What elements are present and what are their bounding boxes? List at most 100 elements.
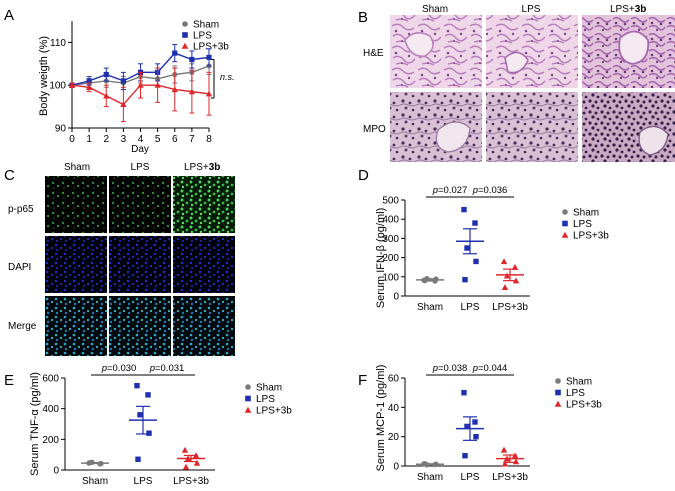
if-row-merge: Merge	[8, 321, 37, 332]
data-point	[501, 284, 509, 291]
data-point	[135, 456, 141, 462]
chart-a-xlabel: Day	[131, 144, 149, 155]
y-tick-label: 0	[53, 466, 59, 477]
legend-marker-1	[555, 389, 561, 396]
y-tick-label: 20	[388, 432, 400, 443]
p-value-symbol: p	[101, 363, 107, 374]
data-point	[103, 92, 110, 99]
data-point	[188, 88, 195, 95]
y-tick-label: 110	[50, 38, 66, 49]
x-tick-label: 6	[172, 134, 178, 145]
mpo-lps3b-space	[638, 125, 669, 156]
y-tick-label: 500	[382, 196, 399, 207]
legend-marker-1	[245, 395, 251, 402]
legend-label-2: LPS+3b	[573, 231, 609, 242]
histo-col-lps3b-suffix: 3b	[635, 4, 647, 15]
if-row-p65: p-p65	[8, 204, 34, 215]
x-category-label: Sham	[417, 472, 443, 483]
data-point	[120, 78, 126, 84]
mpo-sham-space	[435, 121, 471, 153]
chart-d-ylabel: Serum IFN-β (pg/ml)	[375, 208, 387, 308]
y-tick-label: 60	[388, 374, 400, 385]
y-tick-label: 400	[382, 215, 399, 226]
data-point	[500, 258, 508, 265]
data-point	[120, 101, 127, 108]
data-point	[189, 56, 195, 63]
data-point	[464, 245, 470, 251]
y-tick-label: 400	[42, 404, 59, 415]
x-category-label: Sham	[417, 302, 443, 313]
data-point	[461, 206, 467, 213]
chart-e-ylabel: Serum TNF-α (pg/ml)	[29, 372, 41, 476]
if-col-lps3b-suffix: 3b	[209, 162, 221, 173]
p-value-number: =0.031	[155, 363, 184, 374]
legend-label-2: LPS+3b	[193, 42, 229, 53]
data-point	[462, 276, 468, 283]
legend-marker-1	[562, 220, 568, 227]
p-value-symbol: p	[149, 363, 155, 374]
he-lps-airway	[504, 51, 529, 74]
immunofluorescence-panel: Sham LPS LPS+3b p-p65 DAPI Merge	[8, 162, 235, 356]
panel-letter-b: B	[358, 9, 368, 26]
if-col-sham: Sham	[64, 162, 90, 173]
histology-panel: Sham LPS LPS+3b H&E MPO	[363, 4, 675, 162]
p-value-number: =0.038	[438, 363, 467, 374]
dapi-lps3b-image	[173, 236, 235, 293]
legend-label-1: LPS	[566, 388, 585, 399]
p-value-number: =0.036	[478, 185, 507, 196]
chart-a-ylabel: Body weigth (%)	[38, 36, 50, 116]
p-value-number: =0.044	[478, 363, 507, 374]
x-category-label: LPS	[461, 302, 480, 313]
if-col-lps3b-prefix: LPS+	[184, 162, 209, 173]
data-point	[206, 54, 212, 60]
panel-letter-d: D	[358, 167, 369, 184]
legend-marker-0	[555, 378, 561, 384]
p-value-number: =0.027	[438, 185, 467, 196]
data-point	[172, 50, 178, 56]
x-category-label: LPS	[461, 472, 480, 483]
histo-col-lps: LPS	[522, 4, 541, 15]
panel-letter-a: A	[4, 7, 14, 24]
p-value-symbol: p	[432, 185, 438, 196]
x-tick-label: 7	[189, 134, 195, 145]
data-point	[193, 459, 201, 466]
histo-col-sham: Sham	[422, 4, 448, 15]
x-tick-label: 2	[103, 134, 109, 145]
legend-marker-0	[562, 209, 568, 215]
data-point	[146, 430, 152, 436]
x-tick-label: 0	[69, 134, 75, 145]
y-tick-label: 200	[382, 253, 399, 264]
legend-label-2: LPS+3b	[566, 400, 602, 411]
x-tick-label: 1	[86, 134, 92, 145]
p-value-label: p=0.027	[432, 185, 468, 196]
merge-sham-image	[45, 296, 107, 356]
legend-label-1: LPS	[193, 31, 212, 42]
x-category-label: LPS	[134, 476, 153, 487]
panel-letter-f: F	[358, 372, 367, 389]
if-col-lps3b: LPS+3b	[184, 162, 220, 173]
y-tick-label: 0	[393, 462, 399, 473]
p-value-label: p=0.030	[101, 363, 137, 374]
data-point	[472, 419, 478, 425]
p-value-label: p=0.044	[472, 363, 508, 374]
y-tick-label: 600	[42, 374, 59, 385]
p65-sham-image	[45, 176, 107, 233]
x-tick-label: 4	[138, 134, 144, 145]
data-point	[473, 433, 479, 440]
panel-letter-c: C	[4, 167, 15, 184]
y-tick-label: 100	[382, 272, 399, 283]
data-point	[103, 71, 109, 78]
legend-label-0: Sham	[256, 383, 282, 394]
x-category-label: LPS+3b	[492, 302, 528, 313]
data-point	[472, 220, 478, 226]
data-point	[461, 389, 467, 396]
dapi-sham-image	[45, 236, 107, 293]
data-point	[154, 82, 161, 88]
data-point	[511, 264, 519, 270]
mpo-lps3b-image	[582, 92, 675, 162]
